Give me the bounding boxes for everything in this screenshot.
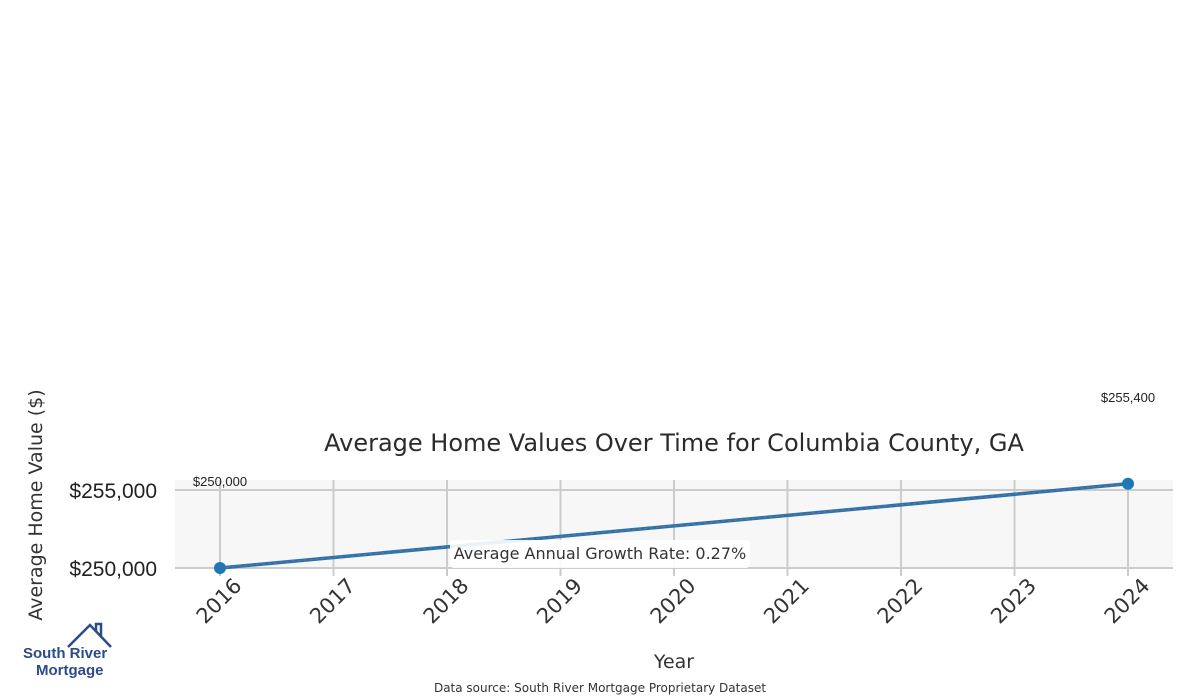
x-tick-label: 2021: [759, 574, 814, 629]
x-tick-label: 2019: [532, 574, 587, 629]
house-roof-icon: [67, 622, 112, 648]
x-tick-label: 2017: [305, 574, 360, 629]
data-label: $250,000: [193, 474, 247, 489]
y-tick-labels: $250,000 $255,000: [69, 480, 157, 581]
x-tick-label: 2024: [1100, 574, 1155, 629]
x-tick-labels: 2016 2017 2018 2019 2020 2021 2022 2023 2024: [192, 574, 1155, 629]
logo-line1: South River: [23, 645, 107, 662]
logo-line2: Mortgage: [36, 662, 104, 679]
series-layer: [214, 477, 1134, 574]
data-label: $255,400: [1101, 390, 1155, 405]
south-river-logo: South River Mortgage: [23, 622, 112, 679]
x-axis-title: Year: [653, 651, 694, 673]
y-tick-label: $255,000: [69, 480, 157, 503]
data-point: [214, 562, 226, 574]
annotation-box: [450, 540, 750, 568]
y-axis-title: Average Home Value ($): [25, 389, 47, 620]
data-point: [1122, 477, 1134, 490]
data-labels: $250,000 $255,400: [193, 390, 1155, 489]
x-tick-label: 2018: [419, 574, 474, 629]
x-tick-label: 2023: [986, 574, 1041, 629]
data-source: Data source: South River Mortgage Propri…: [434, 681, 766, 695]
x-tick-label: 2016: [192, 574, 247, 629]
growth-annotation: Average Annual Growth Rate: 0.27%: [450, 540, 750, 568]
x-tick-label: 2020: [646, 574, 701, 629]
y-tick-label: $250,000: [69, 558, 157, 581]
chart-title: Average Home Values Over Time for Columb…: [324, 429, 1024, 457]
trend-line: [219, 483, 1129, 569]
x-tick-label: 2022: [873, 574, 928, 629]
annotation-text: Average Annual Growth Rate: 0.27%: [454, 544, 746, 563]
